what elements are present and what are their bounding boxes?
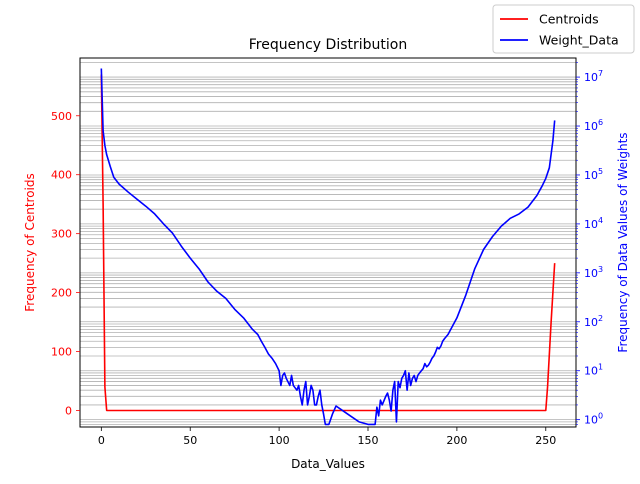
x-axis-label: Data_Values <box>291 457 365 471</box>
plot-frame <box>79 57 577 428</box>
left-y-tick-label: 300 <box>51 228 72 241</box>
weight-data-series-line <box>100 68 556 426</box>
series-lines <box>100 68 556 426</box>
legend-weight-data-label: Weight_Data <box>539 33 619 48</box>
centroids-series-line <box>100 74 556 412</box>
x-tick-label: 50 <box>183 434 197 447</box>
x-tick-label: 150 <box>358 434 379 447</box>
left-y-tick-label: 100 <box>51 346 72 359</box>
right-y-axis-label: Frequency of Data Values of Weights <box>616 132 630 352</box>
left-y-tick-label: 500 <box>51 110 72 123</box>
chart-title: Frequency Distribution <box>249 37 407 53</box>
left-y-tick-label: 400 <box>51 169 72 182</box>
legend-centroids-label: Centroids <box>539 12 599 27</box>
left-y-axis-label: Frequency of Centroids <box>23 173 37 311</box>
x-tick-label: 100 <box>269 434 290 447</box>
x-tick-label: 0 <box>98 434 105 447</box>
x-tick-label: 200 <box>446 434 467 447</box>
x-tick-label: 250 <box>535 434 556 447</box>
left-y-tick-label: 200 <box>51 287 72 300</box>
legend: Centroids Weight_Data <box>492 4 635 54</box>
left-y-axis-ticks: 0 100 200 300 400 500 <box>51 110 80 417</box>
left-y-tick-label: 0 <box>65 404 72 417</box>
x-axis-ticks: 0 50 100 150 200 250 <box>98 427 556 447</box>
grid-lines <box>80 61 576 425</box>
legend-box <box>492 4 635 54</box>
